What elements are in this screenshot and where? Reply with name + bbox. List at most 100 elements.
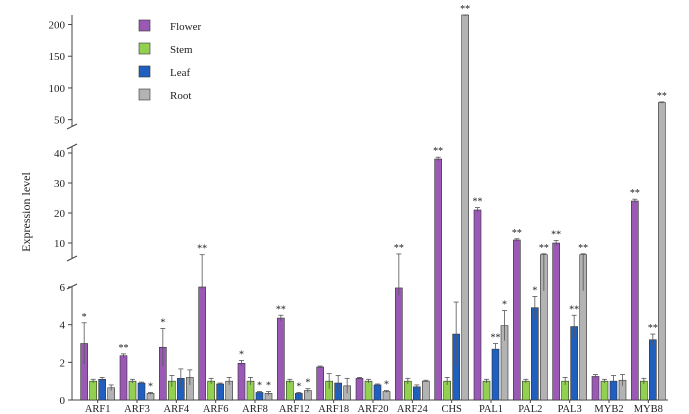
significance-mark: * [502, 300, 507, 311]
axis-break-mark [66, 283, 78, 290]
y-tick-label: 20 [54, 208, 66, 220]
x-tick-label-arf24: ARF24 [397, 404, 429, 414]
bar-leaf-myb8 [649, 339, 657, 401]
y-tick-label: 150 [49, 51, 66, 63]
significance-mark: * [148, 381, 153, 392]
y-tick-label: 100 [49, 83, 66, 95]
bar-flower-arf6 [198, 286, 206, 401]
bar-stem-arf12 [286, 380, 294, 401]
bar-leaf-arf3 [137, 382, 146, 401]
bar-stem-myb2 [600, 380, 609, 401]
significance-mark: ** [394, 243, 404, 254]
significance-mark: * [257, 381, 262, 392]
significance-mark: ** [460, 4, 470, 15]
bar-flower-arf12 [277, 317, 285, 401]
bar-root-chs [461, 14, 469, 401]
bar-stem-arf3 [128, 380, 137, 401]
legend-swatch-stem [138, 42, 151, 55]
axis-break-mark [66, 143, 78, 150]
legend-label-stem: Stem [170, 44, 193, 56]
legend-label-root: Root [170, 90, 191, 102]
y-tick-label: 50 [54, 115, 66, 127]
significance-mark: ** [512, 228, 522, 239]
significance-mark: * [160, 317, 165, 328]
x-tick-label-arf8: ARF8 [242, 404, 268, 414]
bar-leaf-arf20 [373, 384, 382, 401]
bar-flower-pal1 [473, 209, 482, 401]
axis-break-mark [66, 255, 78, 262]
significance-mark: * [82, 312, 87, 323]
significance-mark: * [532, 285, 537, 296]
x-tick-label-myb2: MYB2 [594, 404, 623, 414]
x-tick-label-arf3: ARF3 [124, 404, 150, 414]
bar-root-myb8 [658, 102, 666, 401]
bar-stem-pal1 [482, 380, 491, 401]
bar-leaf-arf24 [413, 386, 421, 401]
x-tick-label-arf18: ARF18 [318, 404, 349, 414]
legend-label-leaf: Leaf [170, 67, 190, 79]
x-tick-label-arf6: ARF6 [203, 404, 229, 414]
bar-flower-arf3 [119, 355, 128, 401]
bar-flower-pal2 [513, 239, 521, 401]
significance-mark: ** [630, 188, 640, 199]
y-tick-label: 30 [54, 178, 66, 190]
significance-mark: ** [578, 243, 588, 254]
bar-leaf-arf6 [216, 383, 224, 401]
axis-break-mark [66, 123, 78, 130]
significance-mark: * [384, 380, 389, 391]
significance-mark: ** [491, 333, 501, 344]
x-tick-label-arf20: ARF20 [358, 404, 389, 414]
significance-mark: ** [276, 304, 286, 315]
significance-mark: * [266, 381, 271, 392]
bar-flower-chs [434, 158, 442, 401]
bar-flower-arf18 [316, 366, 324, 401]
bar-leaf-pal2 [531, 307, 539, 401]
bar-leaf-arf8 [255, 392, 264, 401]
significance-mark: ** [657, 91, 667, 102]
bar-stem-arf20 [364, 380, 373, 401]
bar-flower-arf20 [355, 378, 364, 401]
significance-mark: ** [569, 304, 579, 315]
y-axis-label: Expression level [19, 172, 33, 252]
bar-flower-pal3 [552, 242, 560, 401]
x-tick-label-pal2: PAL2 [518, 404, 542, 414]
significance-mark: ** [197, 244, 207, 255]
y-tick-label: 0 [60, 395, 66, 407]
bar-flower-arf8 [237, 362, 246, 401]
bar-stem-pal2 [522, 380, 530, 401]
bar-flower-arf24 [395, 287, 403, 401]
y-tick-label: 2 [60, 357, 66, 369]
significance-mark: * [305, 378, 310, 389]
legend-swatch-root [138, 88, 151, 101]
bar-flower-myb2 [591, 376, 600, 401]
significance-mark: * [296, 381, 301, 392]
bar-root-arf24 [422, 380, 430, 401]
significance-mark: ** [539, 243, 549, 254]
significance-mark: * [239, 349, 244, 360]
significance-mark: ** [473, 197, 483, 208]
x-tick-label-arf1: ARF1 [85, 404, 111, 414]
y-tick-label: 10 [54, 238, 66, 250]
bar-leaf-arf12 [295, 393, 303, 401]
significance-mark: ** [433, 146, 443, 157]
bar-root-arf20 [382, 391, 391, 401]
significance-mark: ** [551, 230, 561, 241]
legend-swatch-leaf [138, 65, 151, 78]
y-tick-label: 200 [49, 20, 66, 32]
y-tick-label: 40 [54, 148, 66, 160]
x-tick-label-myb8: MYB8 [634, 404, 663, 414]
x-tick-label-chs: CHS [441, 404, 462, 414]
bar-flower-myb8 [631, 200, 639, 401]
bar-leaf-pal1 [491, 348, 500, 401]
legend-swatch-flower [138, 19, 151, 32]
x-tick-label-arf12: ARF12 [279, 404, 310, 414]
significance-mark: ** [648, 323, 658, 334]
legend-label-flower: Flower [170, 21, 202, 33]
bar-stem-arf1 [89, 380, 97, 401]
y-tick-label: 4 [60, 320, 66, 332]
x-tick-label-pal1: PAL1 [479, 404, 503, 414]
x-tick-label-arf4: ARF4 [163, 404, 189, 414]
significance-mark: ** [119, 343, 129, 354]
x-tick-label-pal3: PAL3 [558, 404, 582, 414]
